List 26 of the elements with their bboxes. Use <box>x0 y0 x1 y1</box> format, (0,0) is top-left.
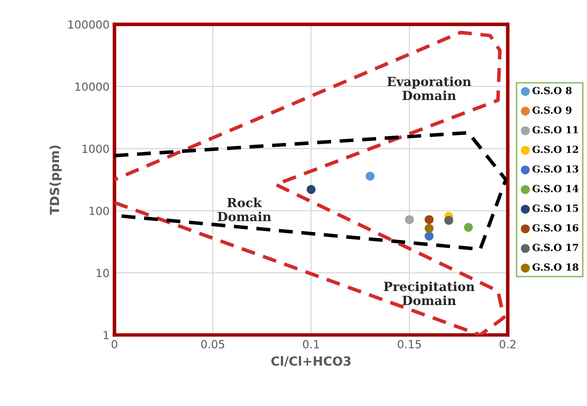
legend-label: G.S.O 17 <box>532 244 578 252</box>
legend-label: G.S.O 11 <box>532 126 578 134</box>
y-tick-label: 1 <box>104 331 109 340</box>
legend-label: G.S.O 9 <box>532 106 572 114</box>
legend-label: G.S.O 15 <box>532 204 578 212</box>
x-tick-label: 0.1 <box>303 340 319 348</box>
y-axis-title: TDS(ppm) <box>50 146 62 215</box>
legend-label: G.S.O 14 <box>532 184 578 192</box>
y-tick-label: 100 <box>90 206 109 216</box>
annotation: Rock Domain <box>218 198 272 222</box>
legend-label: G.S.O 16 <box>532 224 578 232</box>
legend-label: G.S.O 18 <box>532 263 578 271</box>
y-tick-label: 10000 <box>75 82 109 91</box>
annotation: Evaporation Domain <box>387 76 472 100</box>
y-tick-label: 1000 <box>82 144 109 153</box>
x-tick-label: 0.15 <box>398 340 421 348</box>
x-tick-label: 0 <box>112 340 118 348</box>
legend-label: G.S.O 13 <box>532 165 578 173</box>
y-tick-label: 100000 <box>68 20 109 29</box>
y-tick-label: 10 <box>96 268 109 278</box>
x-tick-label: 0.05 <box>201 340 224 348</box>
annotation: Precipitation Domain <box>384 282 475 306</box>
x-axis-title: Cl/Cl+HCO3 <box>271 356 351 367</box>
legend-label: G.S.O 8 <box>532 86 572 94</box>
x-tick-label: 0.2 <box>500 340 516 348</box>
legend-label: G.S.O 12 <box>532 146 578 154</box>
